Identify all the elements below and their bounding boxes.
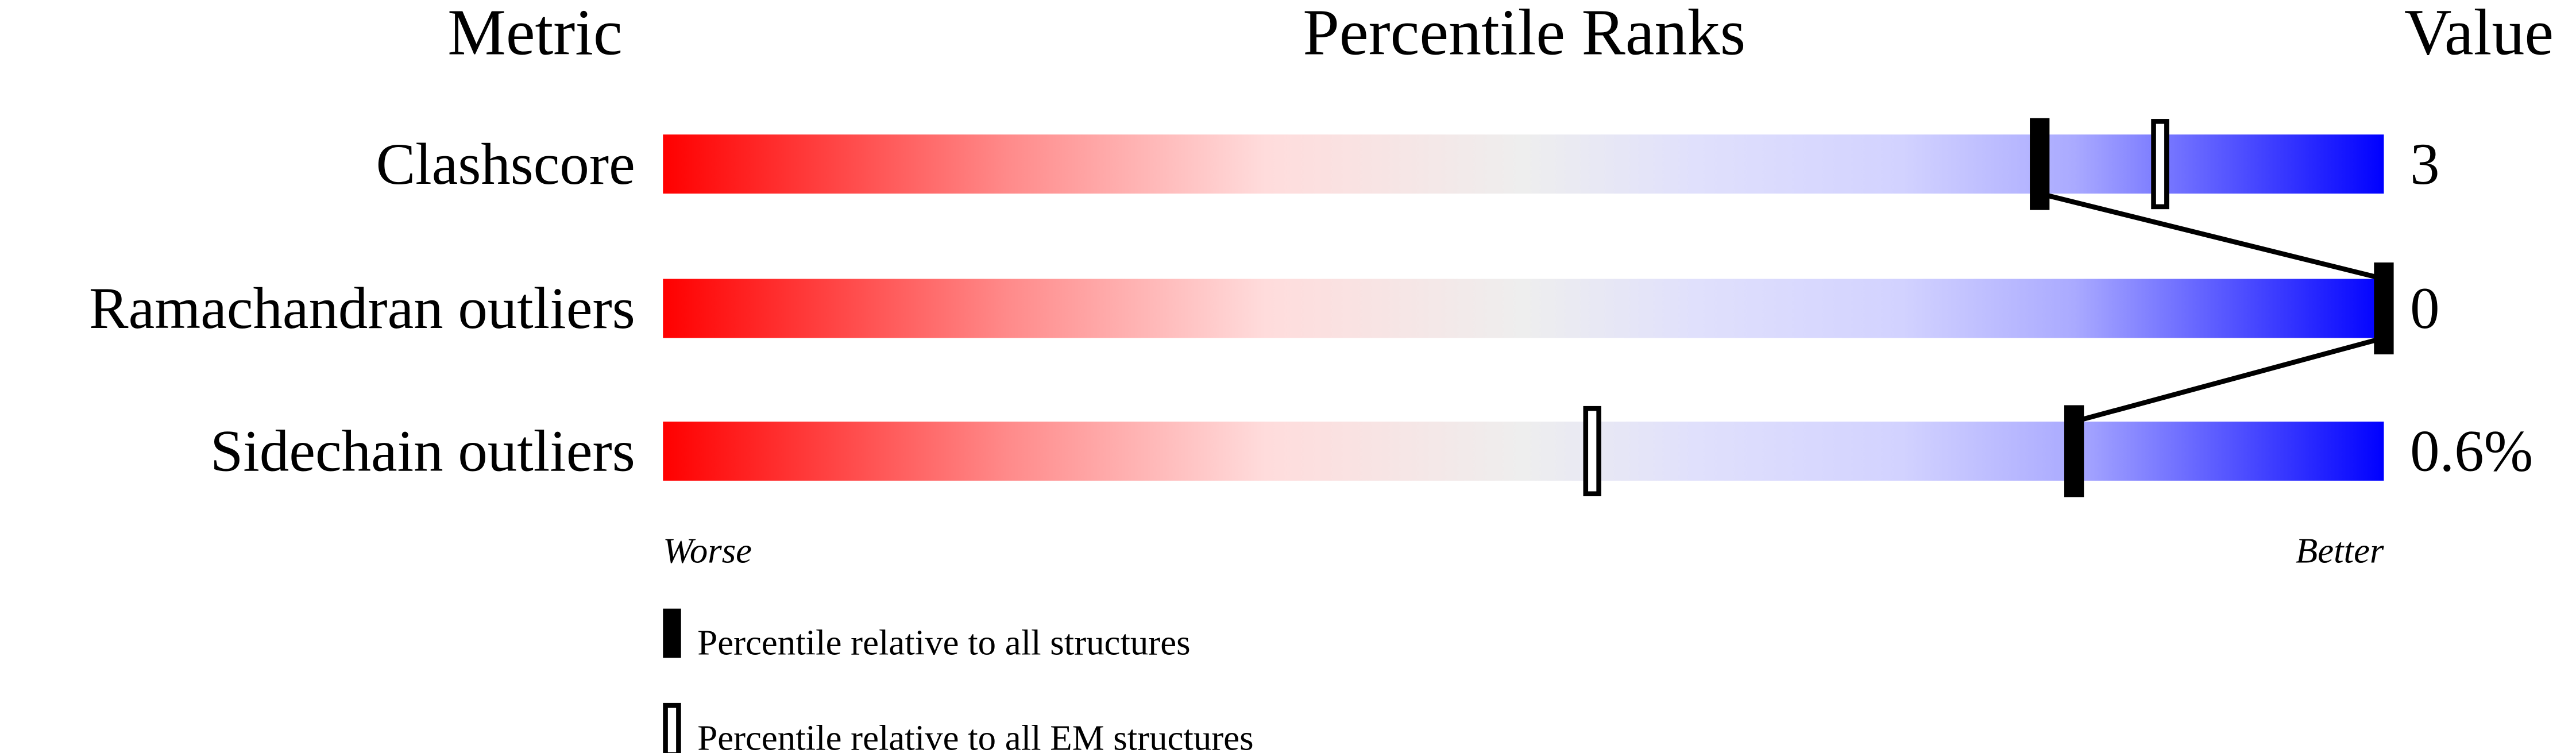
header-percentile-ranks: Percentile Ranks	[1303, 0, 1745, 68]
legend-label-all: Percentile relative to all structures	[697, 623, 1190, 663]
header-metric: Metric	[447, 0, 622, 68]
header-value: Value	[2404, 0, 2554, 68]
metric-label: Sidechain outliers	[210, 419, 635, 484]
connector-line	[2039, 191, 2385, 281]
percentile-bar	[663, 134, 2384, 194]
percentile-bar	[663, 279, 2384, 338]
percentile-bar	[663, 422, 2384, 481]
legend-filled-marker	[663, 608, 681, 658]
legend-label-em: Percentile relative to all EM structures	[697, 717, 1253, 753]
em-percentile-marker	[2151, 119, 2169, 210]
legend-open-marker	[663, 702, 681, 753]
metric-label: Ramachandran outliers	[89, 276, 635, 341]
axis-label-worse: Worse	[663, 531, 752, 571]
metric-value: 0.6%	[2410, 419, 2533, 484]
metric-value: 3	[2410, 132, 2439, 197]
axis-label-better: Better	[2296, 531, 2384, 571]
metric-value: 0	[2410, 276, 2439, 341]
metric-label: Clashscore	[376, 132, 635, 197]
em-percentile-marker	[1583, 406, 1601, 497]
connector-line	[2073, 335, 2385, 424]
